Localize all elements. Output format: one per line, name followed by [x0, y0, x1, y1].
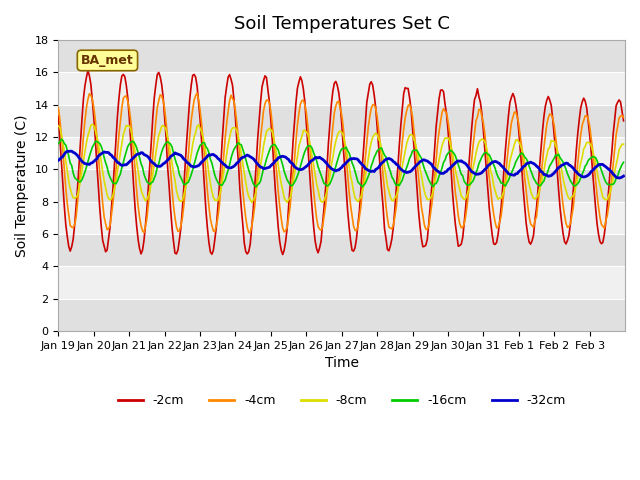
- Y-axis label: Soil Temperature (C): Soil Temperature (C): [15, 114, 29, 257]
- Legend: -2cm, -4cm, -8cm, -16cm, -32cm: -2cm, -4cm, -8cm, -16cm, -32cm: [113, 389, 571, 412]
- X-axis label: Time: Time: [324, 356, 358, 370]
- Text: BA_met: BA_met: [81, 54, 134, 67]
- Bar: [58, 105, 625, 137]
- Bar: [58, 40, 625, 72]
- Bar: [58, 137, 625, 169]
- Bar: [58, 72, 625, 105]
- Bar: [58, 299, 625, 331]
- Title: Soil Temperatures Set C: Soil Temperatures Set C: [234, 15, 450, 33]
- Bar: [58, 266, 625, 299]
- Bar: [58, 234, 625, 266]
- Bar: [58, 169, 625, 202]
- Bar: [58, 202, 625, 234]
